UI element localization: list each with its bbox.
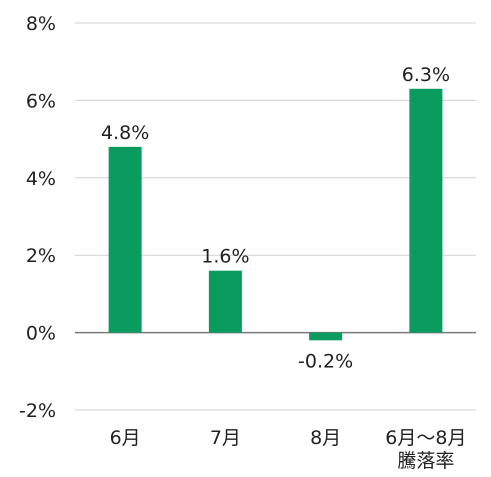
x-tick-label: 6月〜8月騰落率	[385, 427, 466, 472]
data-label: 6.3%	[402, 64, 450, 86]
x-tick-label-line: 6月〜8月	[385, 427, 466, 449]
bar	[208, 270, 242, 333]
x-tick-label: 7月	[210, 427, 241, 449]
bar	[309, 332, 343, 341]
x-tick-label: 8月	[310, 427, 341, 449]
y-tick-label: 2%	[26, 245, 56, 267]
y-tick-label: -2%	[19, 400, 56, 422]
data-label: -0.2%	[298, 350, 353, 372]
data-label: 4.8%	[101, 122, 149, 144]
x-tick-label-line: 7月	[210, 427, 241, 449]
x-tick-label: 6月	[110, 427, 141, 449]
y-axis-ticks: -2% 0% 2% 4% 6% 8%	[19, 13, 56, 422]
grid-layer	[75, 22, 476, 411]
data-label: 1.6%	[201, 246, 249, 268]
y-tick-label: 8%	[26, 13, 56, 35]
bars	[108, 88, 443, 341]
bar	[108, 146, 142, 333]
data-labels: 4.8% 1.6% -0.2% 6.3%	[101, 64, 450, 373]
y-tick-label: 4%	[26, 168, 56, 190]
x-tick-label-line: 8月	[310, 427, 341, 449]
x-axis-ticks: 6月 7月 8月 6月〜8月騰落率	[110, 427, 467, 472]
y-tick-label: 0%	[26, 323, 56, 345]
x-tick-label-line: 6月	[110, 427, 141, 449]
x-tick-label-line: 騰落率	[397, 450, 454, 472]
y-tick-label: 6%	[26, 90, 56, 112]
bar	[409, 88, 443, 333]
